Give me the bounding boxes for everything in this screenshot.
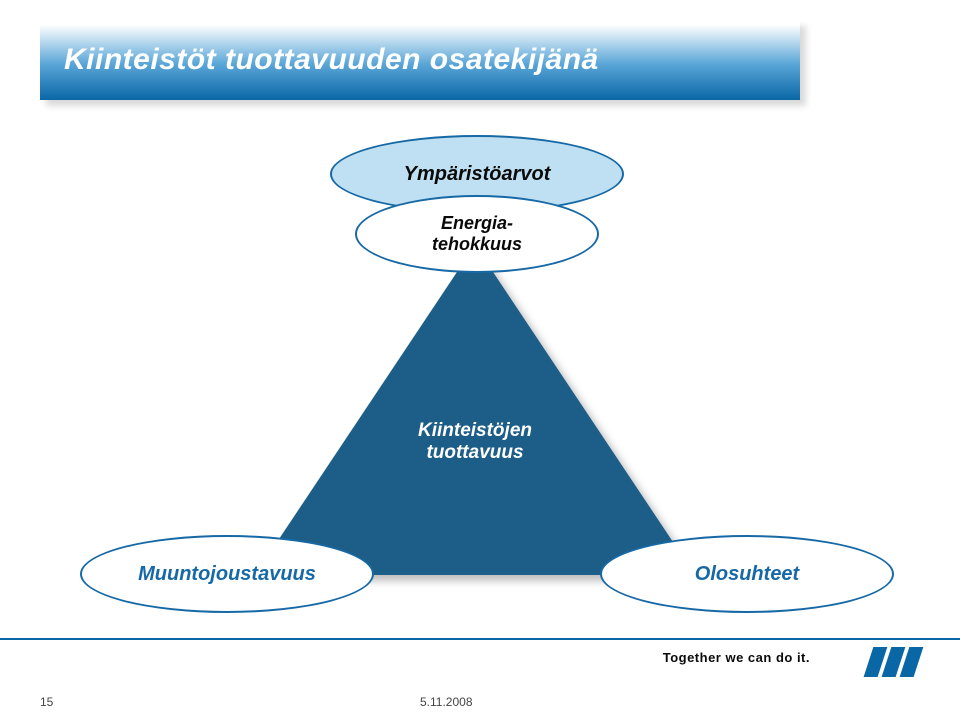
slide-date: 5.11.2008: [420, 695, 473, 709]
ellipse-ymparistoarvot-label: Ympäristöarvot: [404, 163, 551, 186]
ellipse-muuntojoustavuus-label: Muuntojoustavuus: [138, 563, 316, 586]
triangle-label: Kiinteistöjen tuottavuus: [375, 420, 575, 464]
page-number: 15: [40, 695, 53, 709]
ellipse-muuntojoustavuus: Muuntojoustavuus: [80, 535, 374, 613]
triangle-label-line2: tuottavuus: [426, 442, 523, 463]
footer-divider: [0, 638, 960, 640]
ellipse-energiatehokkuus-label: Energia-tehokkuus: [432, 213, 522, 255]
ellipse-olosuhteet-label: Olosuhteet: [695, 563, 799, 586]
triangle-label-line1: Kiinteistöjen: [418, 420, 532, 441]
tagline: Together we can do it.: [663, 650, 810, 665]
triangle-shape: [255, 245, 695, 575]
title-bar: Kiinteistöt tuottavuuden osatekijänä: [40, 20, 800, 100]
slide-title: Kiinteistöt tuottavuuden osatekijänä: [64, 43, 599, 77]
ellipse-olosuhteet: Olosuhteet: [600, 535, 894, 613]
ellipse-energiatehokkuus: Energia-tehokkuus: [355, 195, 599, 273]
triangle: [255, 245, 695, 575]
yit-logo: [860, 645, 930, 679]
slide: Kiinteistöt tuottavuuden osatekijänä Kii…: [0, 0, 960, 716]
